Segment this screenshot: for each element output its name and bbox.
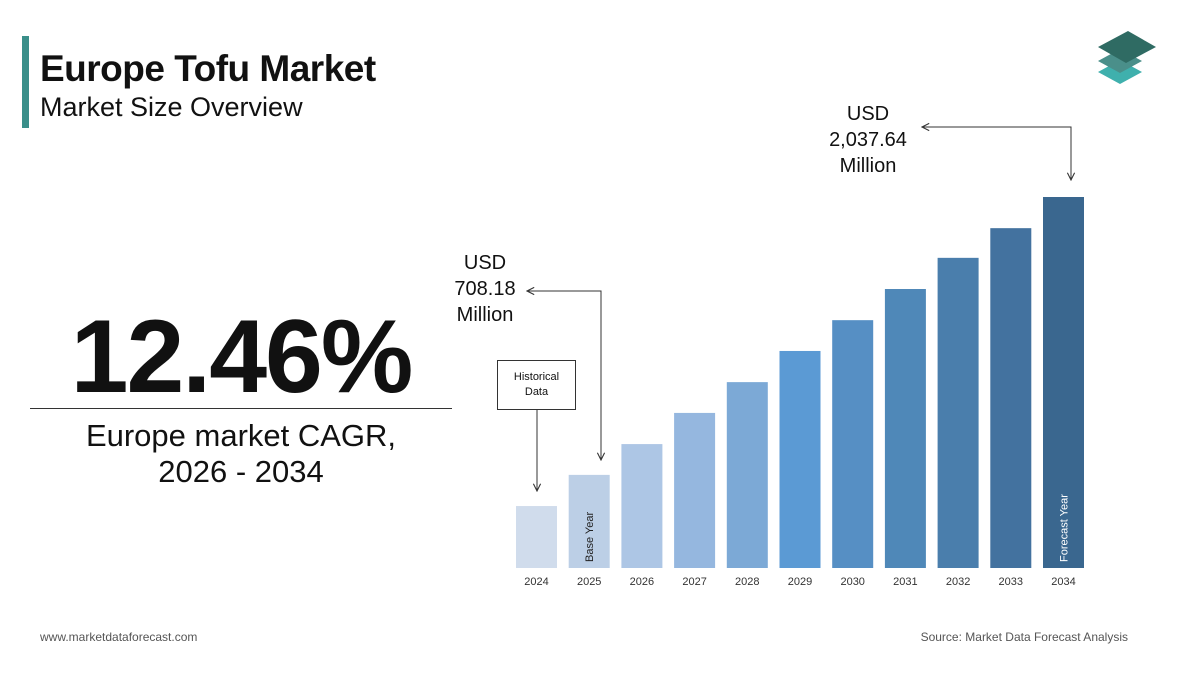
start-value-annotation: USD 708.18 Million: [440, 250, 530, 328]
bar-2034: [1043, 197, 1084, 568]
start-arrow: [527, 291, 601, 460]
cagr-value: 12.46%: [70, 299, 414, 415]
page-subtitle: Market Size Overview: [40, 92, 303, 122]
bar-2029: [779, 350, 821, 568]
x-tick-label: 2026: [630, 576, 654, 588]
start-currency: USD: [463, 252, 507, 274]
x-tick-label: 2031: [893, 576, 917, 588]
cagr-label-line1: Europe market CAGR,: [85, 418, 397, 453]
end-currency: USD: [846, 103, 890, 125]
forecast-year-label: Forecast Year: [1059, 494, 1071, 562]
bar-2033: [990, 228, 1032, 568]
end-unit: Million: [839, 155, 897, 177]
bar-2032: [937, 257, 979, 568]
bar-2027: [674, 412, 716, 568]
x-tick-label: 2032: [946, 576, 970, 588]
bar-2030: [832, 320, 874, 568]
end-value: 2,037.64: [829, 129, 907, 151]
bar-2026: [621, 444, 663, 568]
x-tick-label: 2029: [788, 576, 812, 588]
end-value-annotation: USD 2,037.64 Million: [818, 101, 918, 179]
cagr-label-line2: 2026 - 2034: [158, 454, 324, 489]
start-unit: Million: [456, 304, 514, 326]
bar-2024: [516, 506, 557, 568]
x-tick-label: 2025: [577, 576, 601, 588]
bar-2031: [884, 289, 926, 568]
x-tick-label: 2030: [840, 576, 864, 588]
end-arrow: [922, 127, 1071, 180]
start-value: 708.18: [454, 278, 516, 300]
divider: [30, 408, 452, 409]
bar-2028: [726, 382, 768, 568]
cagr-label: Europe market CAGR, 2026 - 2034: [30, 418, 452, 490]
x-tick-label: 2028: [735, 576, 759, 588]
source-note: Source: Market Data Forecast Analysis: [920, 630, 1128, 644]
bar-2025: [568, 474, 610, 568]
x-tick-label: 2033: [999, 576, 1023, 588]
x-tick-label: 2034: [1051, 576, 1075, 588]
x-tick-label: 2024: [524, 576, 548, 588]
stacked-layers-icon: [1098, 31, 1156, 84]
title-accent-bar: [22, 36, 29, 128]
website-link[interactable]: www.marketdataforecast.com: [40, 630, 198, 644]
x-tick-label: 2027: [682, 576, 706, 588]
base-year-label: Base Year: [584, 512, 596, 562]
page-title: Europe Tofu Market: [40, 48, 376, 89]
